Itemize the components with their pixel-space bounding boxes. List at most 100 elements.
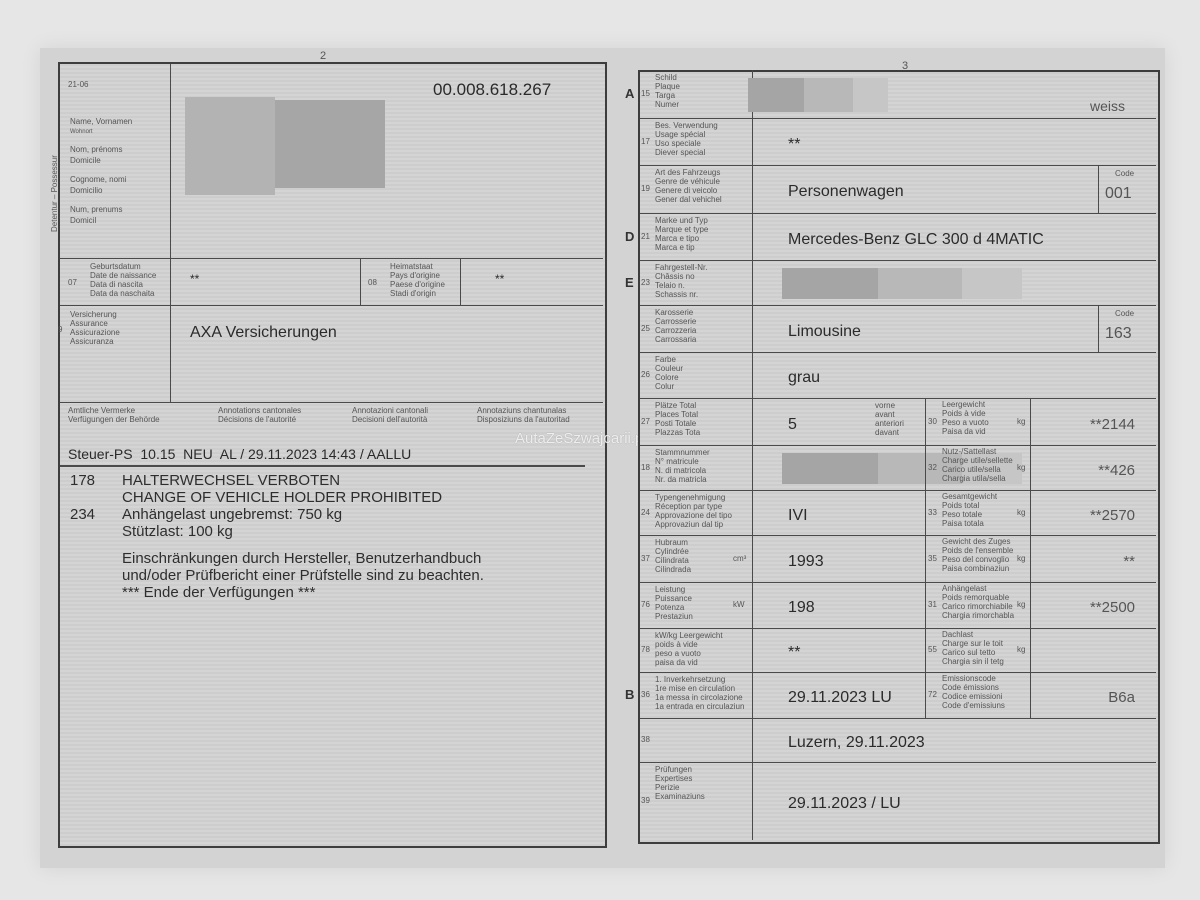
row-divider: [640, 260, 1156, 261]
field-number-24: 24: [641, 507, 650, 517]
field-label-17: Bes. Verwendung Usage spécial Uso speciale…: [655, 121, 718, 157]
section-letter-B: B: [625, 687, 635, 702]
page-number-right: 3: [902, 60, 909, 72]
unit: kg: [1017, 645, 1026, 654]
label-divider: [752, 445, 753, 490]
label-divider: [752, 398, 753, 445]
label-divider: [752, 582, 753, 628]
annotation-text: Stützlast: 100 kg: [122, 523, 233, 540]
unit: kg: [1017, 600, 1026, 609]
field-number-35: 35: [928, 553, 937, 563]
field-label-15: Schild Plaque Targa Numer: [655, 73, 680, 109]
row-divider: [640, 398, 1156, 399]
field-value-26: grau: [788, 369, 821, 386]
annotation-text: Anhängelast ungebremst: 750 kg: [122, 506, 343, 523]
field-label-24: Typengenehmigung Réception par type Approv…: [655, 493, 732, 529]
page-number-left: 2: [320, 50, 327, 62]
field-number-72: 72: [928, 690, 937, 699]
field-value-72: B6a: [1108, 689, 1135, 706]
field-value-33: **2570: [1089, 506, 1135, 524]
redacted-holder-address: [275, 100, 385, 188]
annotation-line: CHANGE OF VEHICLE HOLDER PROHIBITED: [70, 489, 484, 506]
field-label-23: Fahrgestell-Nr. Châssis no Telaio n. Schass…: [655, 263, 708, 299]
code-value-25: 163: [1105, 325, 1132, 342]
field-number-26: 26: [641, 370, 650, 379]
field-label-72: Emissionscode Code émissions Codice emissi…: [942, 674, 1005, 710]
label-divider: [752, 762, 753, 840]
annotation-text: *** Ende der Verfügungen ***: [122, 584, 316, 601]
field-label-21: Marke und Typ Marque et type Marca e tipo M…: [655, 216, 709, 252]
unit: kg: [1017, 553, 1026, 563]
field-value-38: Luzern, 29.11.2023: [788, 734, 925, 751]
unit: kW: [733, 600, 745, 609]
right-val-divider: [1030, 445, 1031, 490]
field-value-78: **: [788, 644, 801, 661]
unit: kg: [1017, 507, 1026, 517]
annotation-code: 178: [70, 472, 96, 489]
field-number-17: 17: [641, 136, 650, 146]
label-divider: [752, 352, 753, 398]
field-number-36: 36: [641, 690, 650, 699]
field-label-55: Dachlast Charge sur le toit Carico sul tet…: [942, 630, 1004, 666]
field-value-27: 5: [788, 415, 797, 433]
label-divider: [752, 718, 753, 762]
field-label-37: Hubraum Cylindrée Cilindrata Cilindrada: [655, 538, 692, 574]
field-number-55: 55: [928, 645, 937, 654]
right-val-divider: [1030, 582, 1031, 628]
field-value-31: **2500: [1089, 599, 1135, 616]
insurance-label: Versicherung Assurance Assicurazione Assicu…: [70, 310, 120, 346]
field-label-39: Prüfungen Expertises Perizie Examinaziuns: [655, 765, 705, 801]
right-col-divider: [925, 672, 926, 718]
field-number-30: 30: [928, 416, 937, 426]
code-divider: [1098, 305, 1099, 352]
annotation-text: Einschränkungen durch Hersteller, Benutz…: [122, 550, 482, 567]
row-divider: [640, 490, 1156, 491]
row-divider: [640, 352, 1156, 353]
annotation-header-it: Annotazioni cantonali Decisioni dell'auto…: [352, 406, 429, 424]
field-number-21: 21: [641, 231, 650, 241]
field-label-27: Plätze Total Places Total Posti Totale Plaz…: [655, 401, 701, 437]
row-divider: [640, 582, 1156, 583]
field-number-39: 39: [641, 796, 650, 805]
unit: kg: [1017, 416, 1026, 426]
right-col-divider: [925, 445, 926, 490]
field-number-25: 25: [641, 323, 650, 333]
annotation-text: und/oder Prüfbericht einer Prüfstelle si…: [122, 567, 484, 584]
row-divider: [640, 672, 1156, 673]
right-val-divider: [1030, 490, 1031, 535]
row-divider: [640, 628, 1156, 629]
label-divider: [752, 165, 753, 213]
watermark: AutaZeSzwajcarii.pl: [515, 430, 647, 447]
row-divider: [640, 165, 1156, 166]
label-divider: [752, 672, 753, 718]
field-value-36: 29.11.2023 LU: [788, 689, 892, 706]
field-number-76: 76: [641, 600, 650, 609]
right-col-divider: [925, 628, 926, 672]
right-col-divider: [925, 582, 926, 628]
field-value-37: 1993: [788, 552, 824, 570]
corner-code: 21-06: [68, 80, 89, 89]
section-letter-A: A: [625, 86, 635, 101]
code-divider: [1098, 165, 1099, 213]
field-number-32: 32: [928, 462, 937, 472]
field-label-78: kW/kg Leergewicht poids à vide peso a vuot…: [655, 631, 723, 667]
field-label-33: Gesamtgewicht Poids total Peso totale Paisa…: [942, 492, 998, 528]
annotation-line: 234 Anhängelast ungebremst: 750 kg: [70, 506, 484, 523]
unit: kg: [1017, 462, 1026, 472]
row-divider: [640, 213, 1156, 214]
field-value-39: 29.11.2023 / LU: [788, 795, 901, 812]
field-value-19: Personenwagen: [788, 183, 904, 200]
label-divider: [752, 628, 753, 672]
annotation-line: 178 HALTERWECHSEL VERBOTEN: [70, 472, 484, 489]
unit: cm³: [733, 553, 747, 563]
birth-date-value: **: [190, 272, 200, 286]
origin-label: Heimatstaat Pays d'origine Paese d'origine…: [390, 262, 445, 298]
field-label-35: Gewicht des Zuges Poids de l'ensemble Peso…: [942, 537, 1014, 573]
annotation-code: 234: [70, 506, 96, 523]
label-divider: [752, 535, 753, 582]
annotation-text: CHANGE OF VEHICLE HOLDER PROHIBITED: [122, 489, 443, 506]
right-col-divider: [925, 490, 926, 535]
redacted-field-18: [782, 453, 1022, 484]
birth-date-label: Geburtsdatum Date de naissance Data di nas…: [90, 262, 157, 298]
row-divider: [640, 718, 1156, 719]
